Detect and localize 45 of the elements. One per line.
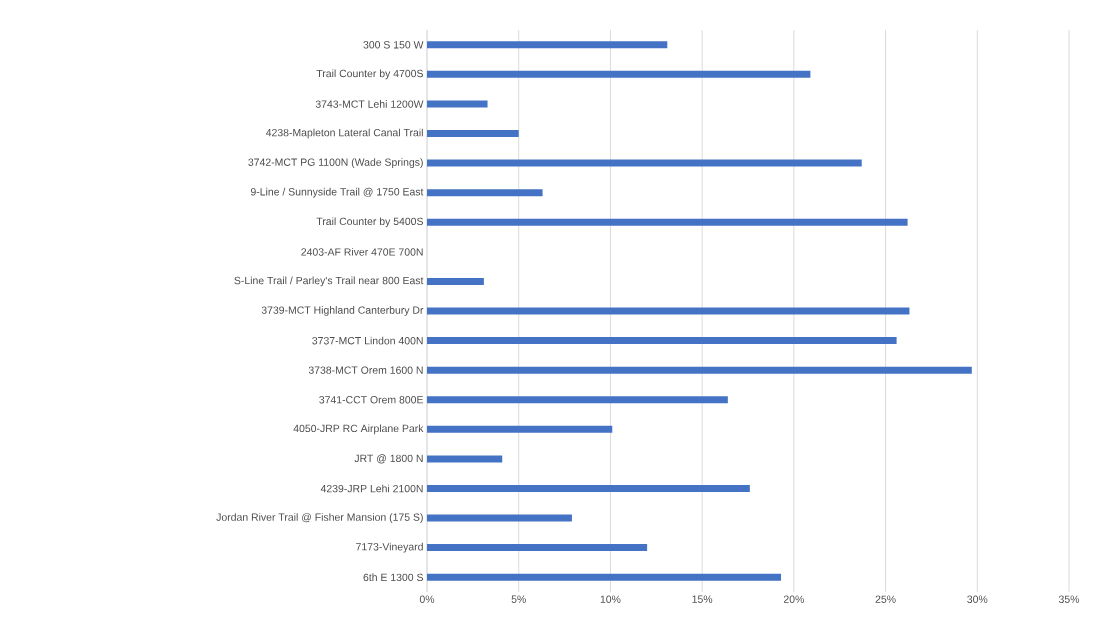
y-tick-label: Jordan River Trail @ Fisher Mansion (175 S) [216,513,423,523]
y-tick-label: 7173-Vineyard [356,542,423,553]
y-tick-label: 2403-AF River 470E 700N [301,247,423,256]
bar [427,455,503,463]
x-tick-label: 20% [783,595,804,603]
y-tick-label: 4239-JRP Lehi 2100N [320,484,423,493]
x-tick-label: 5% [511,595,526,603]
y-tick-label: 300 S 150 W [363,41,424,49]
bar [427,218,908,226]
y-tick-label: 6th E 1300 S [363,573,423,582]
y-tick-label: 3737-MCT Lindon 400N [312,336,423,345]
bar [427,573,782,581]
bar [427,396,728,404]
bar [427,70,811,78]
y-tick-label: 3739-MCT Highland Canterbury Dr [261,306,424,316]
y-tick-label: 4238-Mapleton Lateral Canal Trail [265,128,423,139]
bar [427,544,648,552]
x-tick-label: 0% [419,595,435,603]
bar [427,100,488,108]
y-tick-label: S-Line Trail / Parley's Trail near 800 East [234,276,424,287]
y-tick-label: 9-Line / Sunnyside Trail @ 1750 East [250,187,424,198]
x-tick-label: 25% [875,595,896,603]
bar [427,130,519,138]
bar [427,189,543,197]
bar [427,514,572,522]
y-tick-label: Trail Counter by 5400S [316,217,423,228]
bar [427,307,910,315]
bar [427,337,897,345]
bar [427,425,613,433]
bar [427,41,668,49]
bar [427,484,750,492]
bar [427,366,972,374]
bar [427,159,862,167]
y-tick-label: 3743-MCT Lehi 1200W [315,100,424,108]
y-tick-label: Trail Counter by 4700S [316,69,423,80]
bar [427,277,484,285]
x-tick-label: 35% [1058,595,1080,603]
y-tick-label: 4050-JRP RC Airplane Park [293,424,424,435]
x-tick-label: 15% [692,595,713,603]
y-tick-label: 3738-MCT Orem 1600 N [308,366,423,374]
x-tick-label: 30% [967,595,988,603]
x-tick-label: 10% [600,595,621,603]
y-tick-label: 3741-CCT Orem 800E [319,396,424,404]
y-tick-label: 3742-MCT PG 1100N (Wade Springs) [248,158,423,168]
y-tick-label: JRT @ 1800 N [354,454,423,464]
